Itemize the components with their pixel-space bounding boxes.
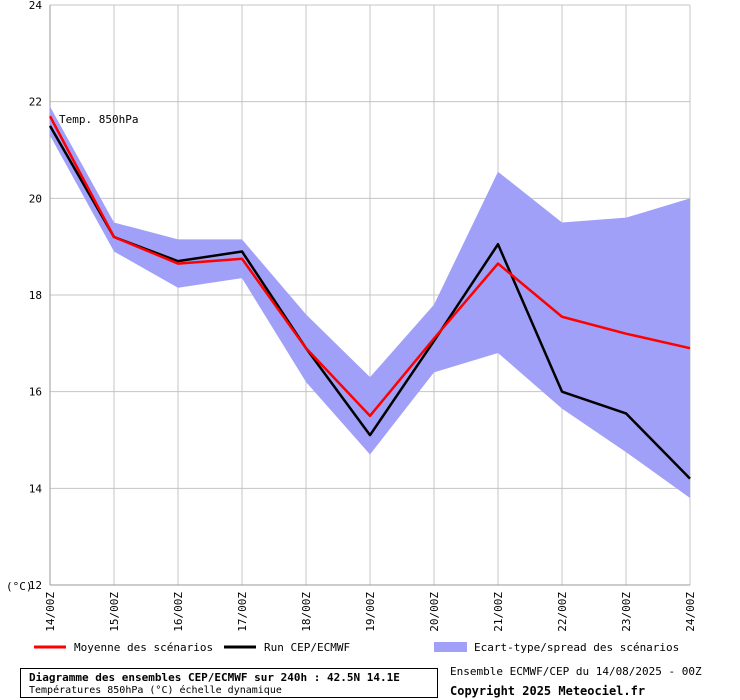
y-axis-ticks: 12 14 16 18 20 22 24 [29,0,43,592]
y-tick-label: 24 [29,0,43,12]
copyright: Copyright 2025 Meteociel.fr [450,684,646,698]
x-tick-label: 14/00Z [44,592,57,632]
series-label: Temp. 850hPa [59,113,138,126]
y-tick-label: 20 [29,192,42,205]
legend: Moyenne des scénarios Run CEP/ECMWF Ecar… [34,641,679,654]
series-line-run [48,125,691,480]
x-tick-label: 20/00Z [428,592,441,632]
diagram-title: Diagramme des ensembles CEP/ECMWF sur 24… [29,671,400,684]
legend-label-spread: Ecart-type/spread des scénarios [474,641,679,654]
info-box: Diagramme des ensembles CEP/ECMWF sur 24… [20,668,438,698]
x-tick-label: 22/00Z [556,592,569,632]
series-line-mean [48,115,691,418]
legend-label-run: Run CEP/ECMWF [264,641,350,654]
x-tick-label: 15/00Z [108,592,121,632]
legend-label-mean: Moyenne des scénarios [74,641,213,654]
y-tick-label: 14 [29,482,43,495]
x-tick-label: 17/00Z [236,592,249,632]
x-tick-label: 21/00Z [492,592,505,632]
diagram-subtitle: Températures 850hPa (°C) échelle dynamiq… [29,685,282,696]
ensemble-info: Ensemble ECMWF/CEP du 14/08/2025 - 00Z [450,665,702,678]
y-tick-label: 22 [29,96,42,109]
x-tick-label: 19/00Z [364,592,377,632]
x-tick-label: 16/00Z [172,592,185,632]
y-tick-label: 12 [29,579,42,592]
series-lines [48,115,691,480]
y-tick-label: 16 [29,386,42,399]
x-tick-label: 24/00Z [684,592,697,632]
x-tick-label: 23/00Z [620,592,633,632]
spread-band [50,106,690,498]
legend-swatch-spread [434,642,467,652]
y-tick-label: 18 [29,289,42,302]
x-axis-ticks: 14/00Z 15/00Z 16/00Z 17/00Z 18/00Z 19/00Z 20/0… [44,592,697,632]
spread-area [50,106,690,498]
x-tick-label: 18/00Z [300,592,313,632]
y-unit-label: (°C) [6,580,33,593]
